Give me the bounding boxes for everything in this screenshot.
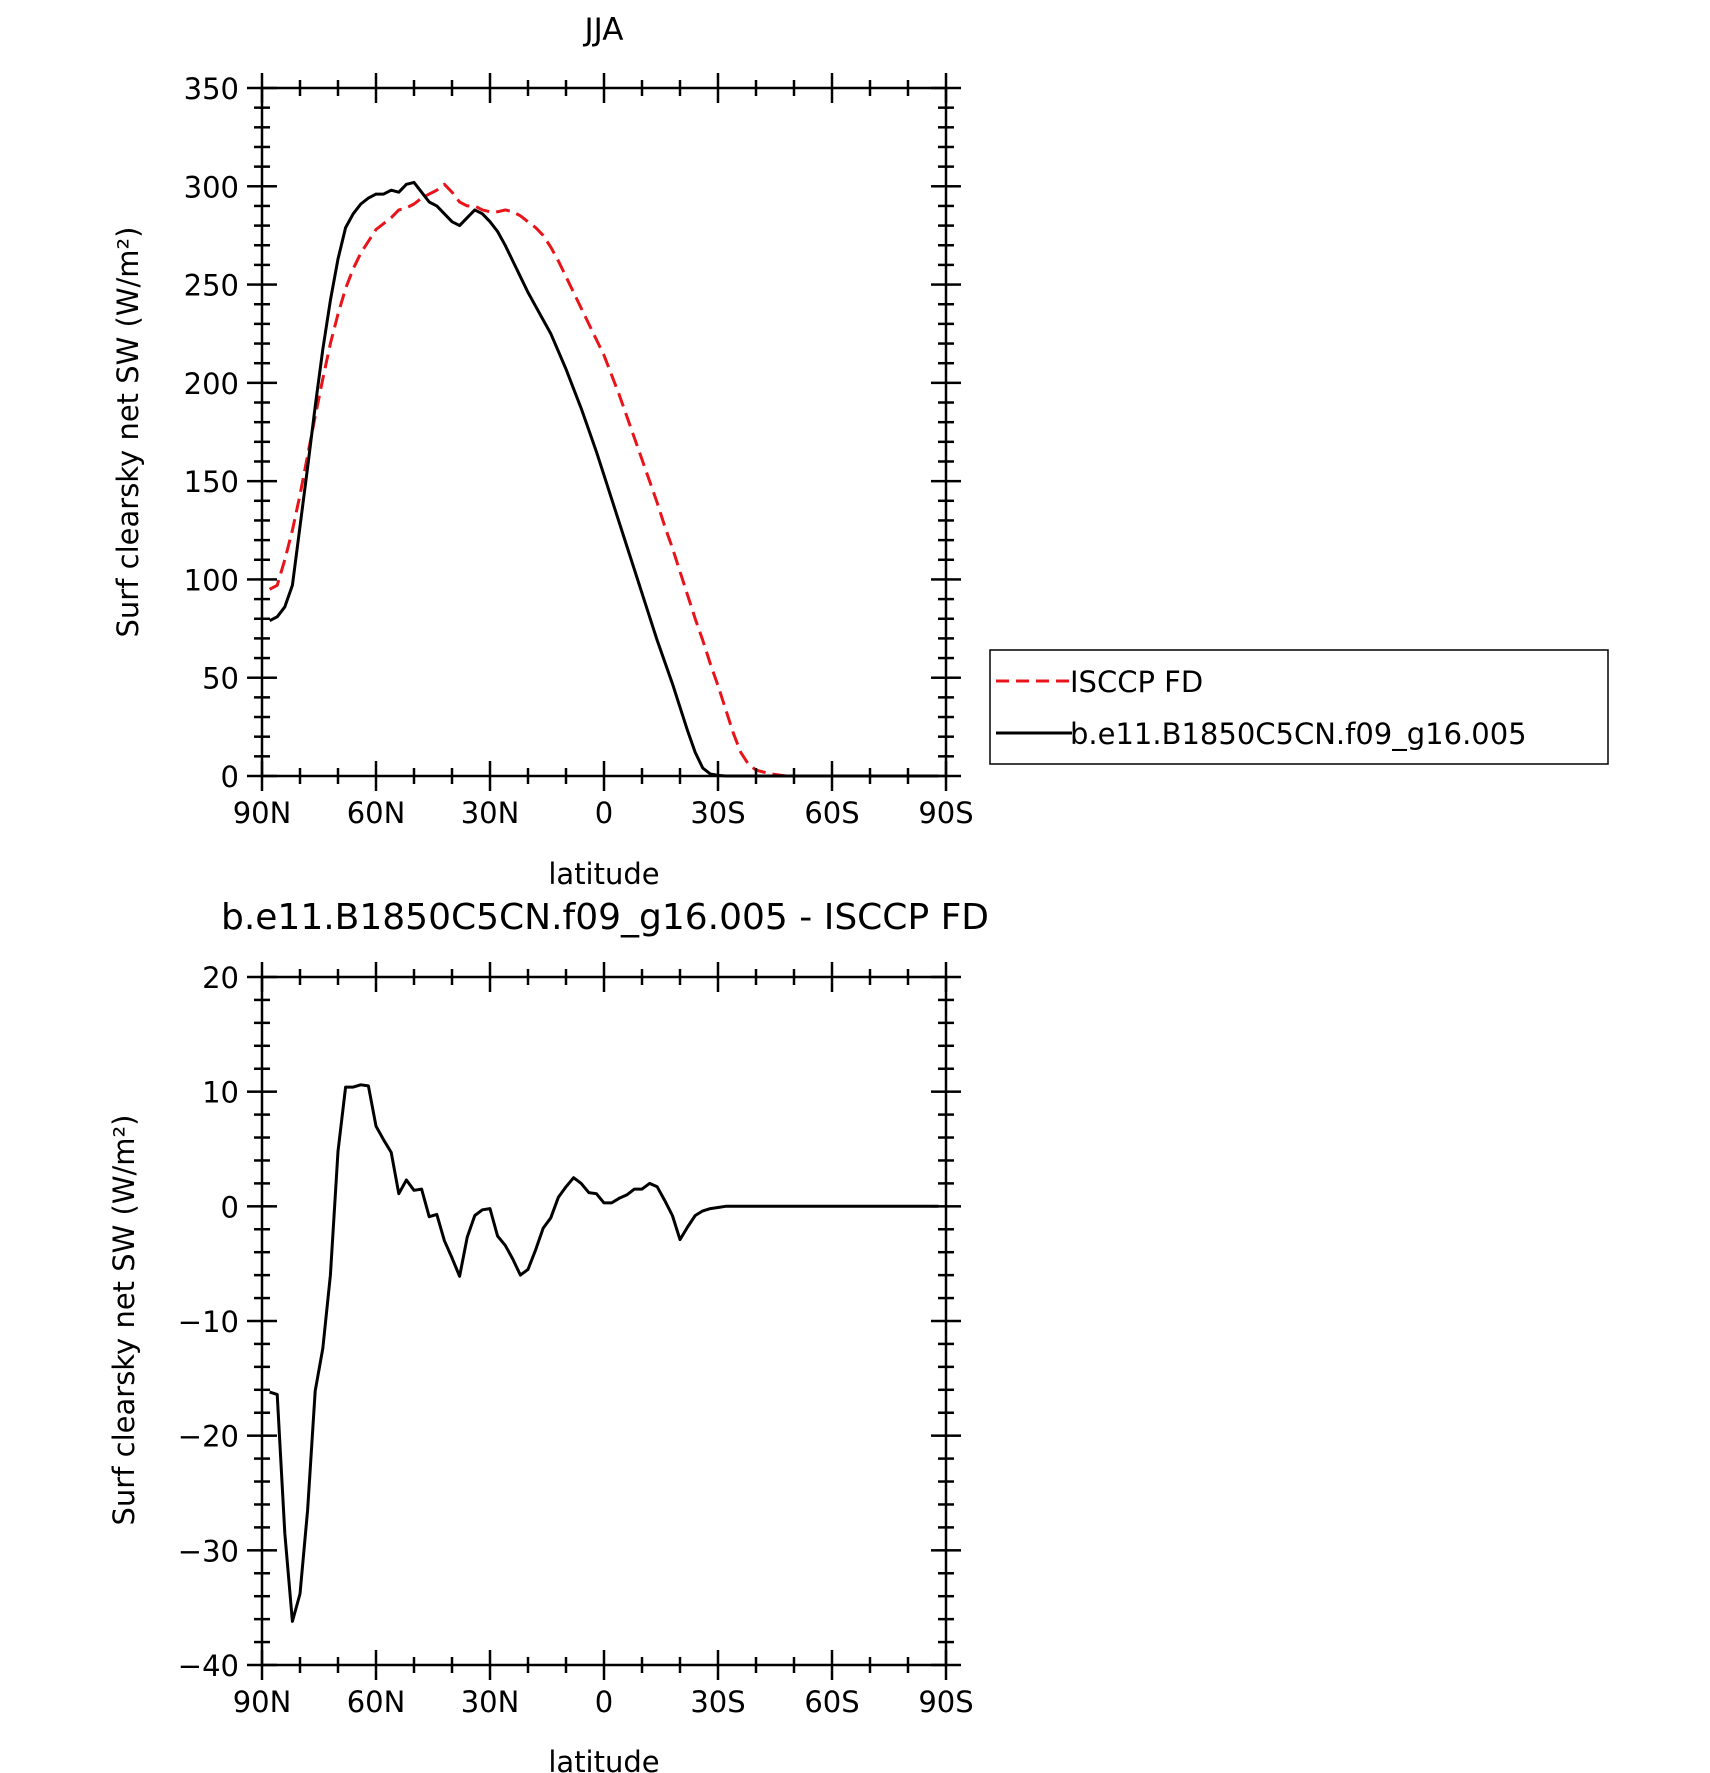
- x-tick-label: 60S: [804, 1685, 859, 1719]
- y-tick-label: 50: [202, 662, 239, 696]
- y-tick-label: 0: [221, 760, 239, 794]
- x-tick-label: 0: [595, 796, 613, 830]
- x-tick-label: 90N: [233, 796, 292, 830]
- top-panel-plot-lines: [268, 180, 939, 778]
- x-tick-label: 0: [595, 1685, 613, 1719]
- y-tick-label: 20: [202, 961, 239, 995]
- bottom-panel-plot-lines: [269, 1083, 939, 1623]
- y-tick-label: 250: [184, 269, 239, 303]
- top-panel-plot-frame: [260, 86, 948, 778]
- legend: ISCCP FD b.e11.B1850C5CN.f09_g16.005: [989, 649, 1609, 765]
- x-tick-label: 60S: [804, 796, 859, 830]
- top-panel-ticks: [247, 73, 961, 791]
- legend-label-model: b.e11.B1850C5CN.f09_g16.005: [1070, 717, 1527, 751]
- x-tick-label: 90S: [918, 1685, 973, 1719]
- top-panel-y-axis-label: Surf clearsky net SW (W/m²): [111, 227, 145, 638]
- y-tick-label: 200: [184, 367, 239, 401]
- series-line-1: [268, 180, 939, 778]
- legend-box: [989, 649, 1609, 765]
- bottom-panel-x-axis-label: latitude: [548, 1745, 659, 1773]
- top-panel-tick-labels: 90N 60N 30N 0 30S 60S 90S 0 50 100 150 200 250 300 350: [184, 72, 974, 830]
- y-tick-label: −30: [178, 1534, 239, 1568]
- bottom-panel-tick-labels: 90N 60N 30N 0 30S 60S 90S −40 −30 −20 −10 0 10 20: [178, 961, 974, 1719]
- x-tick-label: 90S: [918, 796, 973, 830]
- y-tick-label: 350: [184, 72, 239, 106]
- series-line-0: [269, 1083, 939, 1623]
- legend-label-isccp: ISCCP FD: [1070, 665, 1203, 699]
- y-tick-label: −40: [178, 1649, 239, 1683]
- x-tick-label: 90N: [233, 1685, 292, 1719]
- y-tick-label: 10: [202, 1076, 239, 1110]
- y-tick-label: 0: [221, 1190, 239, 1224]
- bottom-panel-ticks: [247, 962, 961, 1680]
- bottom-panel-title: b.e11.B1850C5CN.f09_g16.005 - ISCCP FD: [221, 897, 989, 938]
- x-tick-label: 30N: [461, 1685, 520, 1719]
- x-tick-label: 30S: [690, 796, 745, 830]
- y-tick-label: −10: [178, 1305, 239, 1339]
- top-panel-x-axis-label: latitude: [548, 857, 659, 891]
- x-tick-label: 30N: [461, 796, 520, 830]
- bottom-panel-plot-frame: [260, 975, 948, 1667]
- top-panel: JJA 90N 60N 30N 0 30S 60S 90S 0 50 100 150 200 250 30…: [111, 12, 1609, 891]
- y-tick-label: 300: [184, 170, 239, 204]
- y-tick-label: 100: [184, 563, 239, 597]
- x-tick-label: 30S: [690, 1685, 745, 1719]
- bottom-panel-y-axis-label: Surf clearsky net SW (W/m²): [107, 1115, 141, 1526]
- y-tick-label: −20: [178, 1420, 239, 1454]
- y-tick-label: 150: [184, 465, 239, 499]
- bottom-panel: b.e11.B1850C5CN.f09_g16.005 - ISCCP FD 9…: [107, 897, 989, 1773]
- top-panel-title: JJA: [583, 12, 624, 48]
- x-tick-label: 60N: [347, 796, 406, 830]
- series-line-0: [268, 182, 939, 778]
- x-tick-label: 60N: [347, 1685, 406, 1719]
